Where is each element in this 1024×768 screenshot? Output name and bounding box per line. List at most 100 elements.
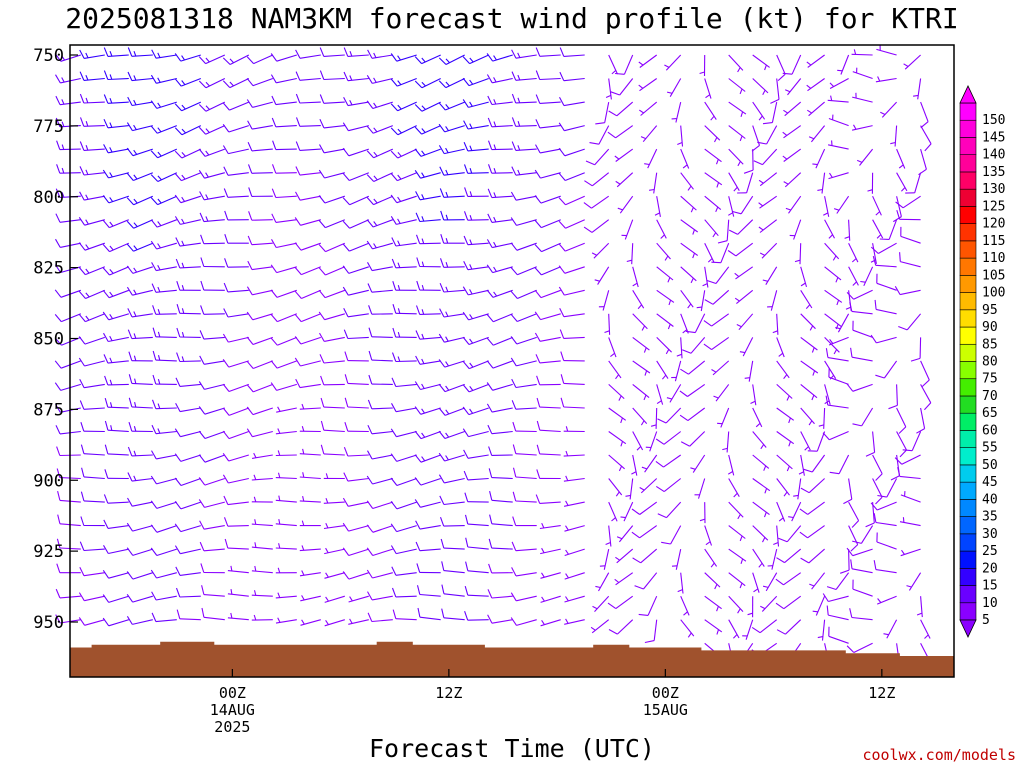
wind-barb — [734, 289, 754, 305]
wind-barb — [390, 523, 417, 533]
wind-barb — [584, 172, 610, 187]
wind-barb — [199, 212, 225, 223]
wind-barb — [608, 431, 627, 447]
wind-barb — [150, 74, 177, 84]
wind-barb — [728, 548, 747, 564]
wind-barb — [176, 609, 201, 621]
wind-barb — [510, 242, 537, 251]
wind-barb — [898, 313, 922, 331]
wind-barb — [656, 384, 664, 405]
wind-barb — [102, 594, 129, 603]
wind-barb — [102, 219, 130, 229]
wind-barb — [318, 266, 346, 276]
wind-barb — [743, 149, 754, 174]
wind-barb — [295, 191, 321, 201]
wind-barb — [894, 286, 921, 296]
wind-barb — [463, 211, 489, 221]
wind-barb — [198, 101, 226, 112]
wind-barb — [198, 499, 225, 508]
wind-barb — [54, 382, 81, 391]
wind-barb — [294, 289, 322, 300]
wind-barb — [800, 313, 816, 331]
wind-barb — [246, 406, 273, 416]
wind-barb — [80, 491, 105, 503]
wind-barb — [126, 522, 153, 532]
wind-barb — [713, 384, 730, 402]
wind-barb — [899, 517, 921, 527]
wind-barb — [535, 70, 561, 81]
wind-barb — [776, 478, 790, 497]
wind-barb — [824, 337, 840, 355]
wind-barb — [776, 454, 793, 472]
wind-barb — [621, 219, 634, 240]
wind-barb — [247, 141, 273, 152]
wind-barb — [462, 311, 489, 321]
wind-barb — [414, 169, 441, 179]
wind-barb — [367, 424, 393, 435]
wind-barb — [463, 164, 489, 174]
wind-barb — [666, 78, 682, 97]
wind-barb — [176, 304, 201, 315]
wind-barb — [742, 619, 754, 640]
wind-barb — [890, 125, 898, 147]
wind-barb — [342, 195, 370, 206]
wind-barb — [201, 607, 225, 621]
wind-barb — [680, 148, 690, 169]
wind-barb — [438, 54, 465, 65]
wind-barb — [860, 266, 874, 287]
wind-barb — [415, 212, 441, 223]
wind-barb — [767, 548, 778, 570]
wind-barb — [390, 77, 417, 87]
wind-barb — [750, 384, 757, 406]
wind-barb — [631, 501, 658, 515]
wind-barb — [78, 266, 106, 276]
wind-barb — [79, 541, 105, 552]
wind-barb — [880, 101, 898, 118]
colorbar-label: 110 — [982, 251, 1005, 266]
wind-barb — [800, 266, 808, 288]
wind-barb — [366, 100, 393, 110]
wind-barb — [536, 397, 561, 409]
wind-barb — [251, 614, 273, 621]
wind-barb — [559, 71, 585, 82]
wind-barb — [414, 148, 441, 157]
wind-barb — [757, 125, 778, 145]
wind-barb — [319, 144, 345, 154]
wind-barb — [222, 54, 250, 65]
wind-barb — [727, 454, 735, 476]
wind-barb — [414, 54, 441, 65]
wind-barb — [488, 468, 513, 480]
wind-barb — [464, 585, 489, 597]
wind-barb — [511, 400, 537, 410]
wind-barb — [366, 547, 393, 557]
colorbar-label: 45 — [982, 475, 998, 490]
x-tick-label: 00Z — [652, 684, 679, 702]
wind-barb — [199, 520, 225, 530]
wind-barb — [920, 125, 932, 152]
wind-barb — [798, 454, 805, 476]
wind-barb — [608, 407, 627, 424]
wind-barb — [899, 252, 921, 268]
wind-barb — [391, 403, 417, 413]
wind-barb — [872, 454, 883, 481]
colorbar-label: 140 — [982, 148, 1005, 163]
wind-barb — [324, 619, 345, 627]
wind-barb — [534, 311, 561, 321]
colorbar-label: 70 — [982, 389, 998, 404]
wind-barb — [152, 305, 177, 315]
wind-barb — [671, 548, 682, 570]
wind-barb — [343, 71, 369, 82]
wind-barb — [246, 311, 273, 321]
wind-barb — [78, 592, 105, 602]
wind-barb — [583, 219, 610, 233]
wind-barb — [248, 211, 273, 221]
wind-barb — [104, 444, 129, 456]
wind-barb — [717, 219, 730, 244]
wind-barb — [654, 196, 661, 217]
wind-barb — [510, 266, 537, 276]
wind-barb — [487, 188, 513, 199]
wind-barb — [843, 478, 853, 505]
wind-barb — [344, 397, 369, 409]
wind-barb — [758, 172, 778, 187]
colorbar-min-arrow — [959, 619, 977, 638]
